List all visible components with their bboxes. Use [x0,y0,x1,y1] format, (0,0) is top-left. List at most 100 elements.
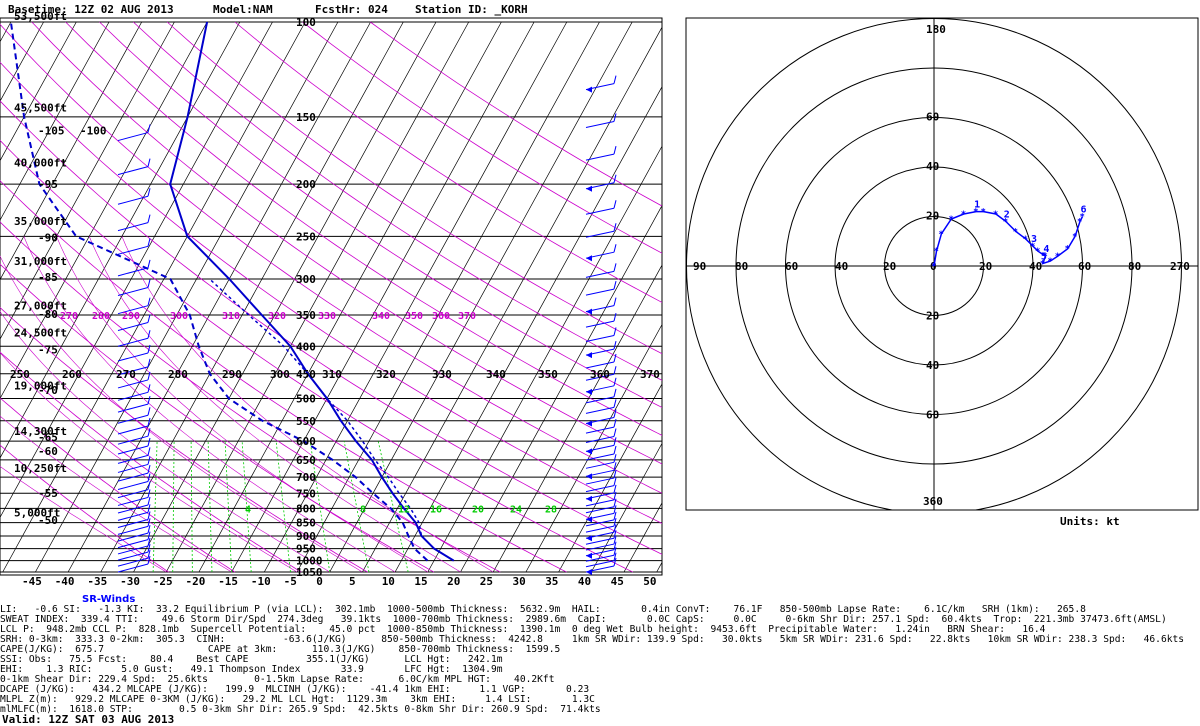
moist-adiabat [88,236,461,573]
wind-barb [147,297,151,306]
moist-adiabat [0,310,330,573]
hodograph-label: 60 [926,409,939,422]
wind-barb [613,530,617,539]
stats-row: SWEAT INDEX: 339.4 TTI: 49.6 Storm Dir/S… [0,614,1167,625]
altitude-label: 35,000ft [14,215,67,228]
theta-label: 260 [62,368,82,381]
wind-barb [613,524,617,533]
pressure-label: 200 [296,178,316,191]
temp-axis-label: 10 [382,575,395,588]
mixing-ratio-line [275,441,291,573]
wind-barb [585,477,615,485]
altitude-label: 19,000ft [14,379,67,392]
theta-label: 360 [432,311,450,322]
wind-barb [585,499,615,507]
moist-adiabat [0,255,363,573]
wind-barb [117,337,149,347]
hodograph-label: 40 [835,260,848,273]
wind-barb [117,518,149,528]
hodograph-label: 270 [1170,260,1190,273]
wind-barb [613,484,617,493]
left-temp-label: -75 [38,343,58,356]
wind-barb [117,245,149,255]
mixing-ratio-line [207,441,213,573]
pressure-label: 800 [296,502,316,515]
hodograph-label: 90 [693,260,706,273]
pressure-label: 100 [296,16,316,29]
hodograph-panel: 180 60 40 20 20 40 60 360 90 80 60 40 20 0 20 40 60 80 270… [685,17,1199,511]
wind-barb [147,358,151,367]
pressure-label: 350 [296,309,316,322]
wind-barb [613,419,617,428]
theta-label: 300 [170,311,188,322]
wind-barb [147,395,151,405]
stats-row: MLPL Z(m): 929.2 MLCAPE 0-3KM (J/KG): 29… [0,694,595,705]
wind-barb-flag [586,420,592,427]
theta-label: 340 [372,311,390,322]
wind-barb [613,223,617,232]
skewt-profiles [9,21,455,562]
left-temp-label: -60 [38,445,58,458]
sr-winds-title: SR-Winds [82,594,136,605]
moist-adiabat [23,236,396,573]
wind-barb [613,505,617,514]
wind-barb [117,366,149,376]
dry-adiabat [99,21,662,408]
wind-barb [117,454,149,464]
theta-label: 270 [60,311,78,322]
dry-adiabat [65,21,662,436]
wind-barb [613,281,617,290]
wind-barb [147,437,151,447]
altitude-label: 5,000ft [14,506,60,519]
hodograph-marker: * [973,208,978,218]
wind-barb [613,454,617,463]
dry-adiabat [0,263,434,573]
temp-axis-label: -10 [251,575,271,588]
wind-barb [147,489,151,498]
mixing-ratio-line [190,441,193,573]
wind-barb [613,377,617,386]
parcel-profile [209,278,455,562]
wind-barb-flag [586,473,592,480]
hodograph-label: 0 [930,260,937,273]
stats-row: DCAPE (J/KG): 434.2 MLCAPE (J/KG): 199.9… [0,684,590,695]
wind-barb-flag [586,552,592,559]
pressure-label: 650 [296,454,316,467]
wind-barbs [117,75,617,575]
wind-barb-flag [586,495,592,502]
wind-barb [613,557,617,567]
moist-adiabat [0,352,298,573]
temp-axis-label: -30 [120,575,140,588]
temp-axis-label: 40 [578,575,591,588]
wind-barb [613,366,617,375]
wind-barb [613,263,617,272]
wind-barb [117,391,149,401]
wind-barb [585,373,615,381]
pressure-label: 450 [296,368,316,381]
wind-barb [147,384,151,393]
left-temp-label: -100 [80,125,107,138]
theta-label: 340 [486,368,506,381]
wind-barb [613,445,617,455]
wind-barb [613,552,617,561]
wind-barb [117,545,149,555]
wind-barb [117,472,149,482]
isotherm [394,86,662,573]
wind-barb [613,244,617,253]
wind-barb [613,547,617,556]
pressure-label: 600 [296,435,316,448]
mixing-ratio-line [152,441,158,573]
wind-barb [117,166,149,176]
theta-label: 350 [538,368,558,381]
altitude-label: 10,250ft [14,462,67,475]
temperature-profile [169,21,455,562]
wind-barb [613,491,617,501]
hodograph-marker: * [1047,257,1052,267]
wind-barb [613,341,617,350]
theta-label: 350 [405,311,423,322]
valid-time: Valid: 12Z SAT 03 AUG 2013 [2,713,175,726]
temp-axis-label: 20 [447,575,460,588]
wind-barb [117,222,149,232]
wind-barb [117,352,149,362]
